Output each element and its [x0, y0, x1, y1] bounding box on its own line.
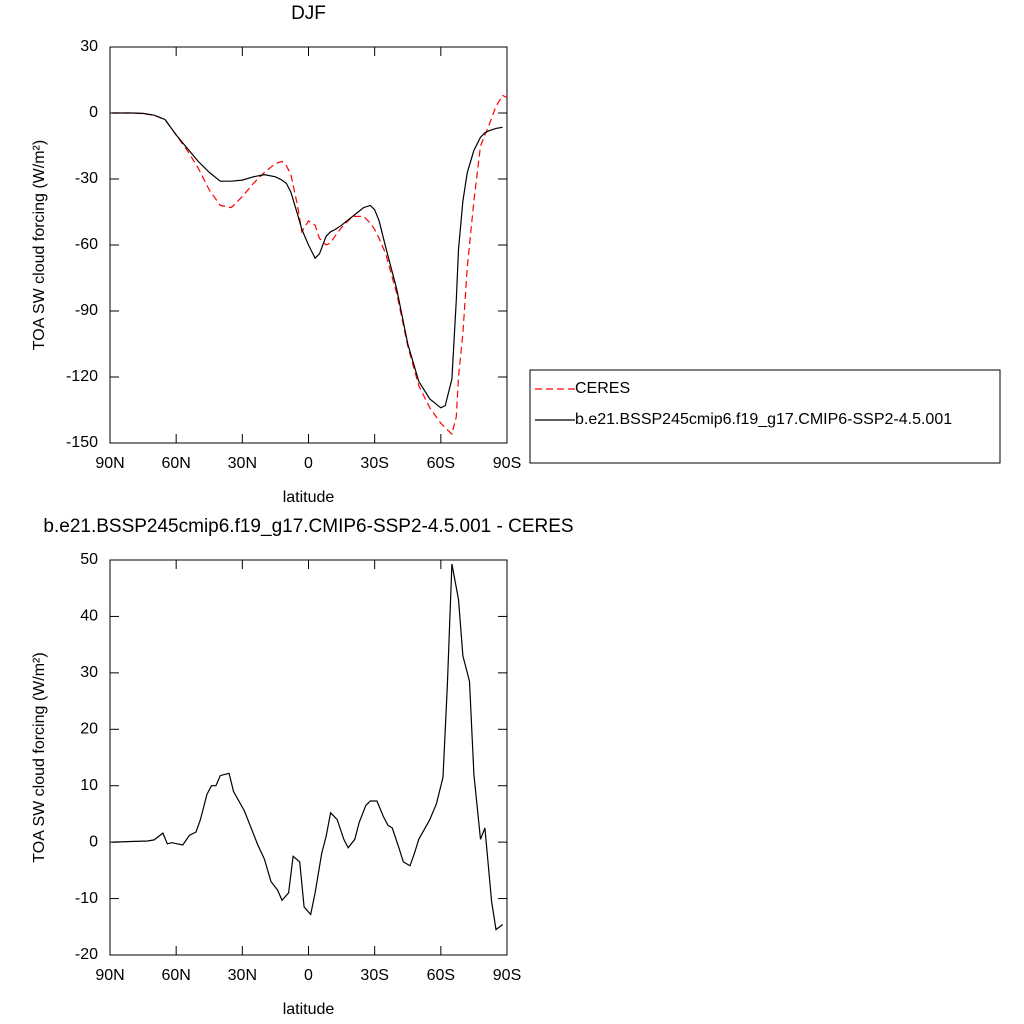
- x-axis-label: latitude: [283, 1001, 335, 1018]
- y-tick-label: -60: [75, 236, 98, 253]
- x-tick-label: 90N: [95, 455, 124, 472]
- y-tick-label: -90: [75, 302, 98, 319]
- x-tick-label: 30N: [228, 967, 257, 984]
- legend-label: CERES: [575, 380, 630, 397]
- plot-frame: [109, 559, 508, 956]
- chart-title: DJF: [291, 3, 326, 24]
- y-tick-label: 30: [80, 38, 98, 55]
- y-tick-label: 20: [80, 721, 98, 738]
- y-tick-label: 0: [89, 833, 98, 850]
- x-tick-label: 90S: [493, 967, 521, 984]
- x-tick-label: 60N: [161, 455, 190, 472]
- x-tick-label: 0: [304, 455, 313, 472]
- chart-title: b.e21.BSSP245cmip6.f19_g17.CMIP6-SSP2-4.…: [43, 516, 573, 537]
- y-tick-label: -10: [75, 890, 98, 907]
- data-line: [112, 112, 503, 409]
- x-tick-label: 60N: [161, 967, 190, 984]
- y-tick-label: -150: [66, 434, 98, 451]
- x-tick-label: 0: [304, 967, 313, 984]
- data-line: [112, 94, 508, 436]
- x-tick-label: 60S: [427, 967, 455, 984]
- y-tick-label: -120: [66, 368, 98, 385]
- y-tick-label: -20: [75, 946, 98, 963]
- y-axis-label: TOA SW cloud forcing (W/m²): [31, 140, 48, 350]
- y-tick-label: 50: [80, 551, 98, 568]
- y-tick-label: 10: [80, 777, 98, 794]
- y-axis-label: TOA SW cloud forcing (W/m²): [31, 652, 48, 862]
- y-tick-label: 0: [89, 104, 98, 121]
- x-tick-label: 30S: [360, 455, 388, 472]
- x-tick-label: 60S: [427, 455, 455, 472]
- x-tick-label: 90N: [95, 967, 124, 984]
- x-axis-label: latitude: [283, 489, 335, 506]
- y-tick-label: 40: [80, 608, 98, 625]
- x-tick-label: 30N: [228, 455, 257, 472]
- x-tick-label: 90S: [493, 455, 521, 472]
- y-tick-label: 30: [80, 664, 98, 681]
- x-tick-label: 30S: [360, 967, 388, 984]
- y-tick-label: -30: [75, 170, 98, 187]
- data-line: [112, 563, 503, 931]
- legend-box: [529, 369, 1001, 464]
- legend-label: b.e21.BSSP245cmip6.f19_g17.CMIP6-SSP2-4.…: [575, 411, 952, 428]
